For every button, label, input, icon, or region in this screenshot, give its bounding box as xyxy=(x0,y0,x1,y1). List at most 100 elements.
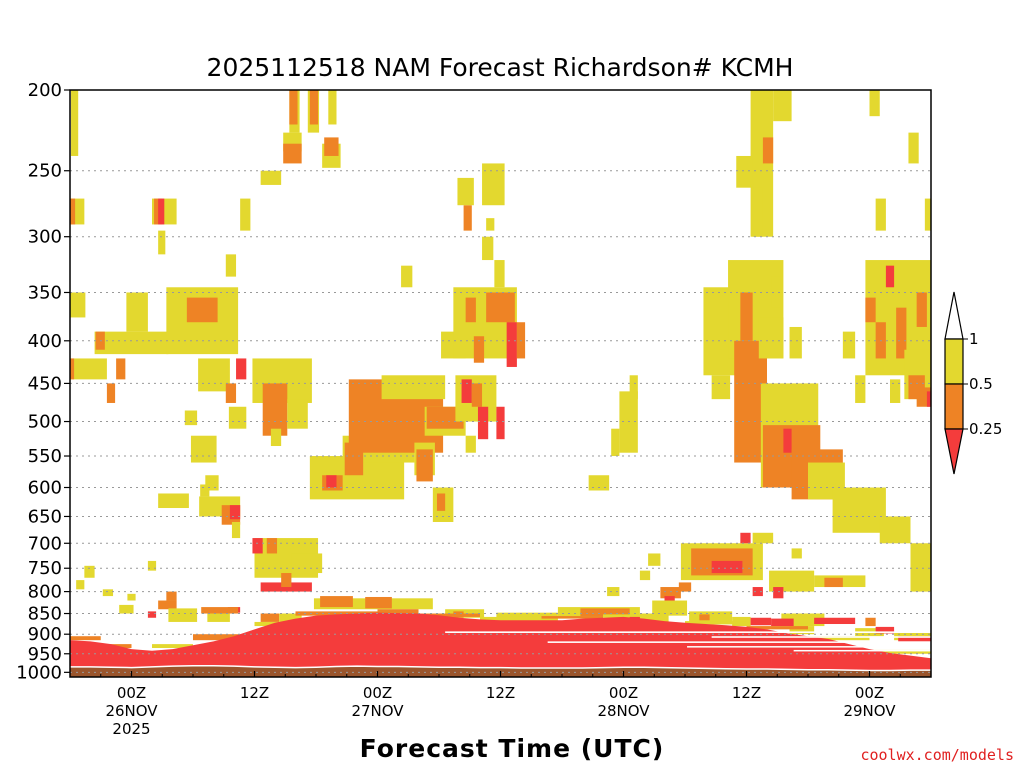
y-tick-label: 600 xyxy=(28,477,62,498)
x-tick-label: 29NOV xyxy=(843,702,896,720)
ri-cell xyxy=(158,600,177,610)
ri-cell xyxy=(875,198,886,231)
ri-cell xyxy=(147,560,157,571)
ri-cell xyxy=(824,577,843,588)
ri-cell xyxy=(648,553,661,566)
ri-cell xyxy=(225,254,237,277)
x-tick-label: 00Z xyxy=(117,684,146,702)
ri-cell xyxy=(465,297,476,323)
ri-cell xyxy=(231,521,241,539)
ri-cell xyxy=(283,143,302,164)
y-tick-label: 700 xyxy=(28,533,62,554)
high-ri-streak xyxy=(687,646,931,648)
ri-cell xyxy=(201,607,239,614)
high-ri-streak xyxy=(445,631,931,633)
ri-cell xyxy=(116,358,126,380)
ri-cell xyxy=(198,358,230,392)
ri-cell xyxy=(890,379,901,403)
ri-cell xyxy=(783,428,792,453)
ri-cell xyxy=(740,292,753,341)
colorbar-yellow xyxy=(944,338,964,385)
ri-cell xyxy=(814,617,856,625)
ri-cell xyxy=(270,428,282,447)
y-axis: 200 250 300 350 400 450 500 550 600 650 700 750 8008… xyxy=(16,80,70,683)
ri-cell xyxy=(580,608,630,617)
ri-cell xyxy=(76,580,85,590)
ri-cell xyxy=(207,613,230,622)
ri-cell xyxy=(106,383,116,403)
y-tick-label: 900 xyxy=(28,624,62,645)
ri-cell xyxy=(416,449,433,482)
y-tick-label: 300 xyxy=(28,227,62,248)
ri-cell xyxy=(260,170,282,185)
ri-cell xyxy=(699,614,710,621)
ri-cell xyxy=(496,406,505,440)
y-tick-label: 250 xyxy=(28,161,62,182)
ri-cell xyxy=(789,326,802,359)
ri-cell xyxy=(791,548,802,559)
boundary-fringe-cell xyxy=(193,634,255,641)
ri-cell xyxy=(926,391,931,407)
ri-cell xyxy=(486,218,495,231)
ri-cell xyxy=(236,358,247,380)
ri-cell xyxy=(855,375,866,403)
ri-cell xyxy=(465,435,476,453)
ri-cell xyxy=(494,260,505,288)
surface-line xyxy=(70,665,931,672)
boundary-fringe-cell xyxy=(808,636,870,641)
x-tick-label: 00Z xyxy=(609,684,638,702)
ri-cell xyxy=(229,505,241,520)
x-tick-label: 12Z xyxy=(486,684,515,702)
ri-cell xyxy=(461,379,472,403)
colorbar-top-arrow xyxy=(944,291,964,340)
colorbar-label-0-25: 0.25 xyxy=(969,420,1002,438)
x-tick-label: 00Z xyxy=(363,684,392,702)
ri-cell xyxy=(896,307,907,359)
ri-cell xyxy=(71,90,79,156)
ri-cell xyxy=(119,604,134,614)
ri-cell xyxy=(289,90,298,125)
ri-cell xyxy=(147,611,157,618)
colorbar-orange xyxy=(944,383,964,430)
ri-cell xyxy=(320,596,353,608)
colorbar-label-1: 1 xyxy=(969,330,979,348)
high-ri-streak xyxy=(711,636,931,638)
boundary-fringe-cell xyxy=(869,649,931,654)
ri-cell xyxy=(740,532,751,544)
ri-cell xyxy=(228,406,247,429)
ri-cell xyxy=(607,587,620,597)
boundary-fringe-cell xyxy=(541,616,603,619)
y-tick-label: 350 xyxy=(28,282,62,303)
ri-cell xyxy=(482,163,505,206)
ri-cell xyxy=(924,198,931,231)
x-tick-label: 12Z xyxy=(732,684,761,702)
y-tick-label: 950 xyxy=(28,644,62,665)
ri-cell xyxy=(166,591,177,601)
ri-cell xyxy=(401,265,413,288)
ri-cell xyxy=(328,90,337,125)
ri-cell xyxy=(291,553,323,574)
ri-cell xyxy=(619,391,638,453)
ri-cell xyxy=(769,570,815,592)
boundary-fringe-cell xyxy=(377,609,419,614)
ri-cell xyxy=(908,375,925,400)
ri-cell xyxy=(762,137,774,164)
x-tick-label: 2025 xyxy=(112,720,150,738)
ri-cell xyxy=(711,375,731,400)
ri-cell xyxy=(894,632,931,641)
boundary-layer-low-ri xyxy=(70,612,931,671)
ri-cell xyxy=(506,322,517,367)
ri-cell xyxy=(309,90,319,125)
ri-cell xyxy=(758,317,784,359)
ri-cell xyxy=(381,375,446,400)
ri-cell xyxy=(773,90,792,122)
ri-cell xyxy=(184,410,198,426)
x-axis-label: Forecast Time (UTC) xyxy=(360,734,665,763)
ri-cell xyxy=(324,137,339,156)
ri-cell xyxy=(102,589,114,597)
ri-cell xyxy=(240,198,251,231)
ri-cell xyxy=(260,613,280,622)
y-tick-label: 850 xyxy=(28,604,62,625)
boundary-fringe-cell xyxy=(480,616,542,621)
